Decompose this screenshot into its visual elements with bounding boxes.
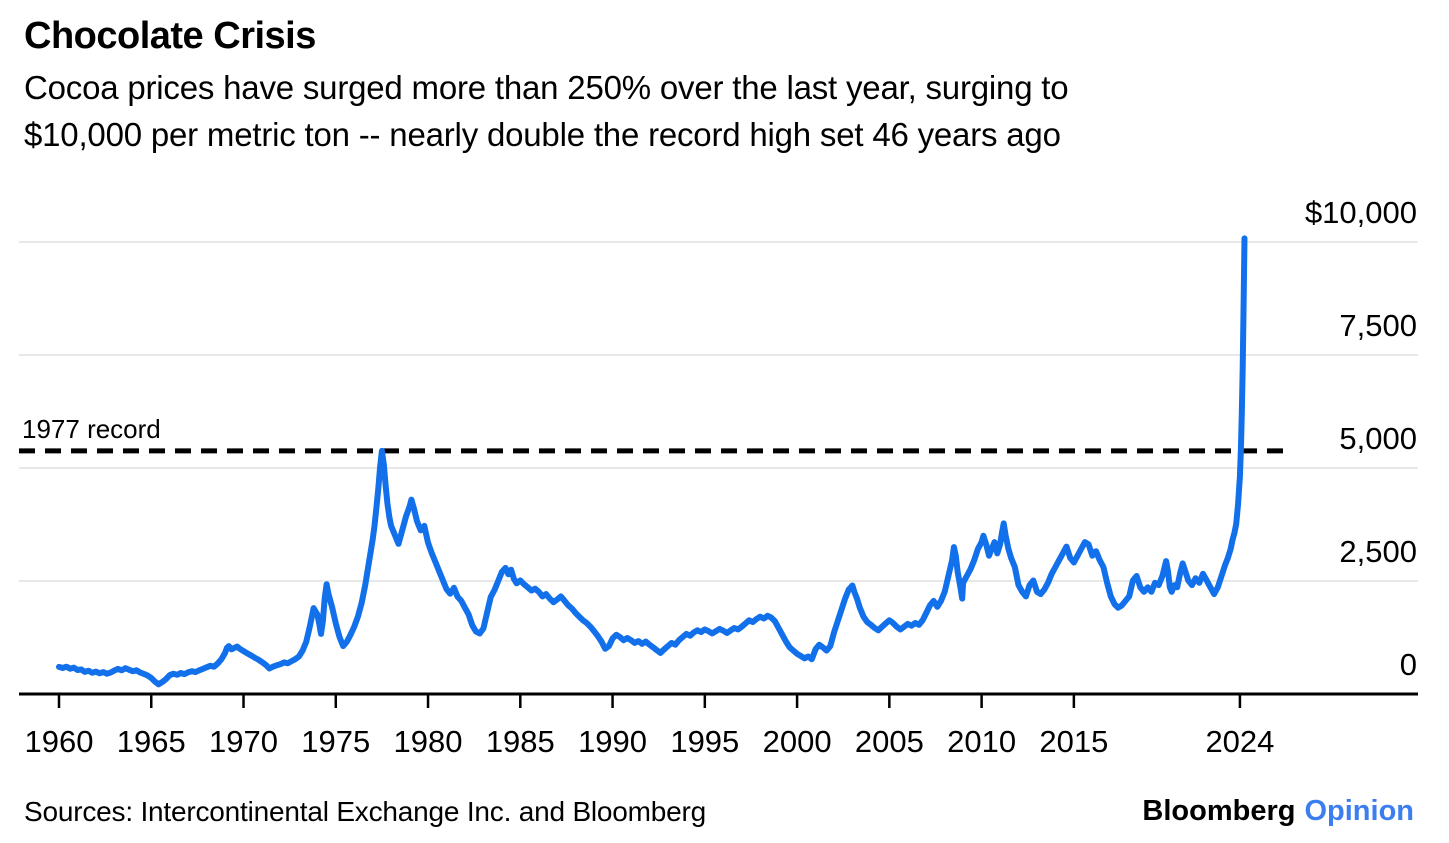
brand-bloomberg: Bloomberg	[1142, 795, 1296, 827]
x-axis-label: 2024	[1205, 724, 1274, 759]
brand-logo: Bloomberg Opinion	[1142, 795, 1414, 828]
x-axis-label: 1980	[394, 724, 463, 759]
chart-subtitle-line-2: $10,000 per metric ton -- nearly double …	[24, 116, 1061, 153]
y-axis-label: $10,000	[1305, 195, 1417, 230]
y-axis-label: 5,000	[1339, 421, 1417, 456]
x-axis-label: 2015	[1039, 724, 1108, 759]
x-axis-label: 2005	[855, 724, 924, 759]
x-axis-label: 1995	[670, 724, 739, 759]
y-axis-label: 7,500	[1339, 308, 1417, 343]
x-axis-label: 1965	[117, 724, 186, 759]
x-axis-label: 2000	[763, 724, 832, 759]
chart-title: Chocolate Crisis	[24, 15, 316, 57]
x-axis-label: 2010	[947, 724, 1016, 759]
y-axis-label: 2,500	[1339, 534, 1417, 569]
price-chart-area: $10,000 7,500 5,000 2,500 0 1977 record 1960 19…	[0, 178, 1449, 778]
chart-subtitle-line-1: Cocoa prices have surged more than 250% …	[24, 69, 1069, 106]
x-axis-label: 1970	[209, 724, 278, 759]
x-axis-label: 1960	[25, 724, 94, 759]
x-axis-label: 1975	[301, 724, 370, 759]
sources-note: Sources: Intercontinental Exchange Inc. …	[24, 796, 707, 827]
brand-opinion: Opinion	[1304, 795, 1414, 827]
chart-subtitle: Cocoa prices have surged more than 250% …	[24, 64, 1069, 158]
price-line	[56, 235, 1248, 688]
x-axis-label: 1990	[578, 724, 647, 759]
y-axis-label: 0	[1400, 647, 1417, 682]
x-axis-label: 1985	[486, 724, 555, 759]
price-chart: $10,000 7,500 5,000 2,500 0 1977 record 1960 19…	[19, 195, 1418, 759]
record-label: 1977 record	[22, 414, 161, 444]
